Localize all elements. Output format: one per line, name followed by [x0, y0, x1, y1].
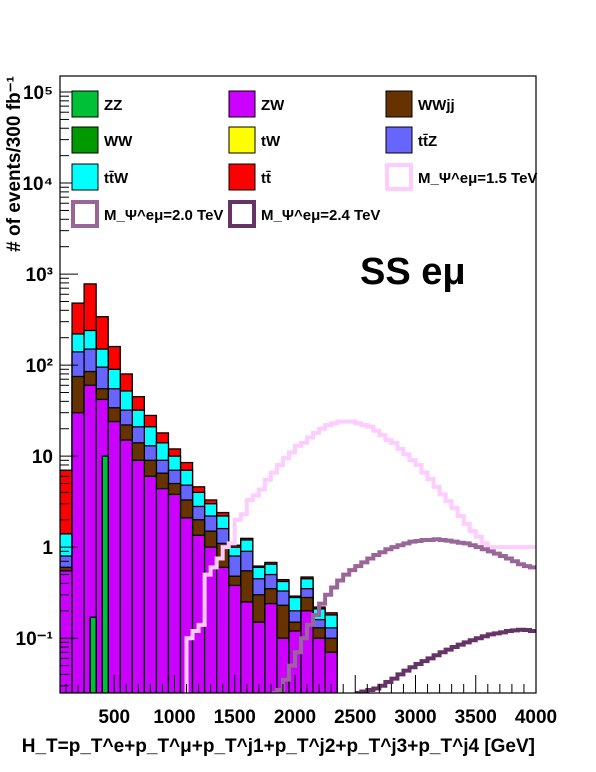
legend-entry: WW [71, 126, 133, 154]
plot-border [59, 75, 537, 694]
y-axis-title: # of events/300 fb⁻¹ [4, 76, 25, 252]
x-tick-label: 1500 [214, 707, 256, 728]
legend-entry: M_Ψ^eμ=1.5 TeV [385, 163, 537, 191]
legend-label: WW [104, 133, 133, 150]
stack-bar-zw [167, 493, 182, 693]
legend-label: tt̄W [104, 170, 129, 187]
legend-swatch [71, 200, 99, 228]
legend-entry: tt̄W [71, 163, 129, 191]
legend-entry: tW [228, 126, 281, 154]
stack-bar-zw [264, 602, 278, 693]
legend-swatch [385, 163, 413, 191]
y-tick-label: 10² [26, 356, 53, 377]
legend-entry: M_Ψ^eμ=2.0 TeV [71, 200, 223, 228]
stack-bar-zw [107, 420, 121, 693]
legend-swatch [228, 163, 256, 191]
signal-line-1 [184, 419, 536, 693]
y-tick-label: 10⁻¹ [16, 629, 54, 650]
legend-swatch [385, 126, 413, 154]
legend-swatch [228, 126, 256, 154]
x-tick-label: 3000 [394, 707, 436, 728]
legend-label: WWjj [418, 97, 455, 114]
plot-area [60, 283, 536, 693]
stack-bar-zw [119, 439, 133, 693]
x-axis-title: H_T=p_T^e+p_T^μ+p_T^j1+p_T^j2+p_T^j3+p_T… [22, 736, 535, 757]
stack-bar-zw [324, 651, 338, 693]
signal-line-2 [270, 537, 536, 693]
legend-label: tt̄ [261, 170, 271, 187]
x-tick-label: 3500 [455, 707, 497, 728]
legend-swatch [385, 90, 413, 118]
axes: 500 1000 1500 2000 2500 3000 3500 4000 10⁻¹ 1 10 10… [4, 75, 557, 757]
legend-entry: tt̄ [228, 163, 271, 191]
stack-bar-zw [216, 566, 230, 693]
stack-bar-zz [101, 455, 109, 693]
channel-annotation: SS eμ [360, 251, 466, 293]
stack-bar-zw [71, 412, 85, 693]
stack-bar-zz [89, 616, 97, 693]
signal-line-3 [355, 627, 536, 693]
stack-bar-zw [240, 601, 254, 693]
y-tick-label: 10⁴ [22, 174, 53, 195]
stack-bar-zw [252, 621, 266, 693]
legend-entry: tt̄Z [385, 126, 437, 154]
legend-label: M_Ψ^eμ=2.0 TeV [104, 207, 223, 224]
legend-label: tt̄Z [418, 133, 437, 150]
y-tick-label: 10⁵ [23, 83, 53, 104]
legend-swatch [228, 90, 256, 118]
y-tick-label: 10 [32, 447, 53, 468]
legend-entry: ZW [228, 90, 285, 118]
legend-label: M_Ψ^eμ=2.4 TeV [261, 207, 380, 224]
legend-label: ZW [261, 97, 285, 114]
stack-bar-zw [143, 475, 158, 693]
legend-swatch [71, 90, 99, 118]
legend-entry: WWjj [385, 90, 455, 118]
stack-bar-zw [131, 459, 146, 693]
legend-swatch [71, 126, 99, 154]
legend-swatch [228, 200, 256, 228]
y-tick-label: 1 [42, 538, 53, 559]
x-tick-label: 500 [98, 707, 130, 728]
legend-label: ZZ [104, 97, 122, 114]
x-tick-label: 2000 [274, 707, 316, 728]
x-tick-label: 2500 [334, 707, 376, 728]
legend-entry: M_Ψ^eμ=2.4 TeV [228, 200, 380, 228]
legend-label: tW [261, 133, 281, 150]
x-tick-label: 1000 [153, 707, 195, 728]
legend-label: M_Ψ^eμ=1.5 TeV [418, 170, 537, 187]
y-tick-label: 10³ [26, 265, 53, 286]
stack-bar-zw [155, 487, 170, 693]
x-tick-label: 4000 [515, 707, 557, 728]
legend-swatch [71, 163, 99, 191]
legend: ZZ ZW WWjj WW tW tt̄Z tt̄W tt̄ M_Ψ^eμ=1.5 TeV M_Ψ… [71, 90, 537, 228]
legend-entry: ZZ [71, 90, 122, 118]
